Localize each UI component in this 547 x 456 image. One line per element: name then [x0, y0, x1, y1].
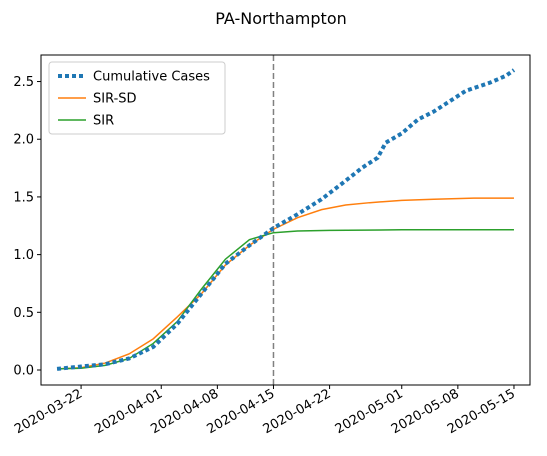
y-tick-label: 2.0 [13, 133, 34, 148]
y-tick-label: 1.5 [13, 190, 34, 205]
axes-frame [40, 54, 531, 386]
y-tick-label: 2.5 [13, 75, 34, 90]
legend-label-sir: SIR [93, 114, 114, 129]
x-tick-label: 2020-03-22 [12, 386, 85, 437]
legend-label-cumulative-cases: Cumulative Cases [93, 70, 210, 85]
series-sir-sd-line [56, 197, 514, 370]
x-axis: 2020-03-22 2020-04-012020-04-082020-04-15… [12, 385, 518, 437]
y-axis: 0.0 0.5 1.0 1.5 2.0 2.5 [13, 75, 41, 379]
y-tick-label: 1.0 [13, 248, 34, 263]
series-cumulative-cases-line [56, 68, 516, 371]
y-tick-label: 0.0 [13, 364, 34, 379]
y-tick-label: 0.5 [13, 306, 34, 321]
legend-label-sir-sd: SIR-SD [93, 92, 137, 107]
legend-box [48, 61, 226, 135]
plot-area [56, 55, 516, 385]
series-sir-line [57, 229, 514, 370]
chart-title: PA-Northampton [215, 9, 347, 28]
legend: Cumulative Cases SIR-SD SIR [48, 61, 226, 135]
